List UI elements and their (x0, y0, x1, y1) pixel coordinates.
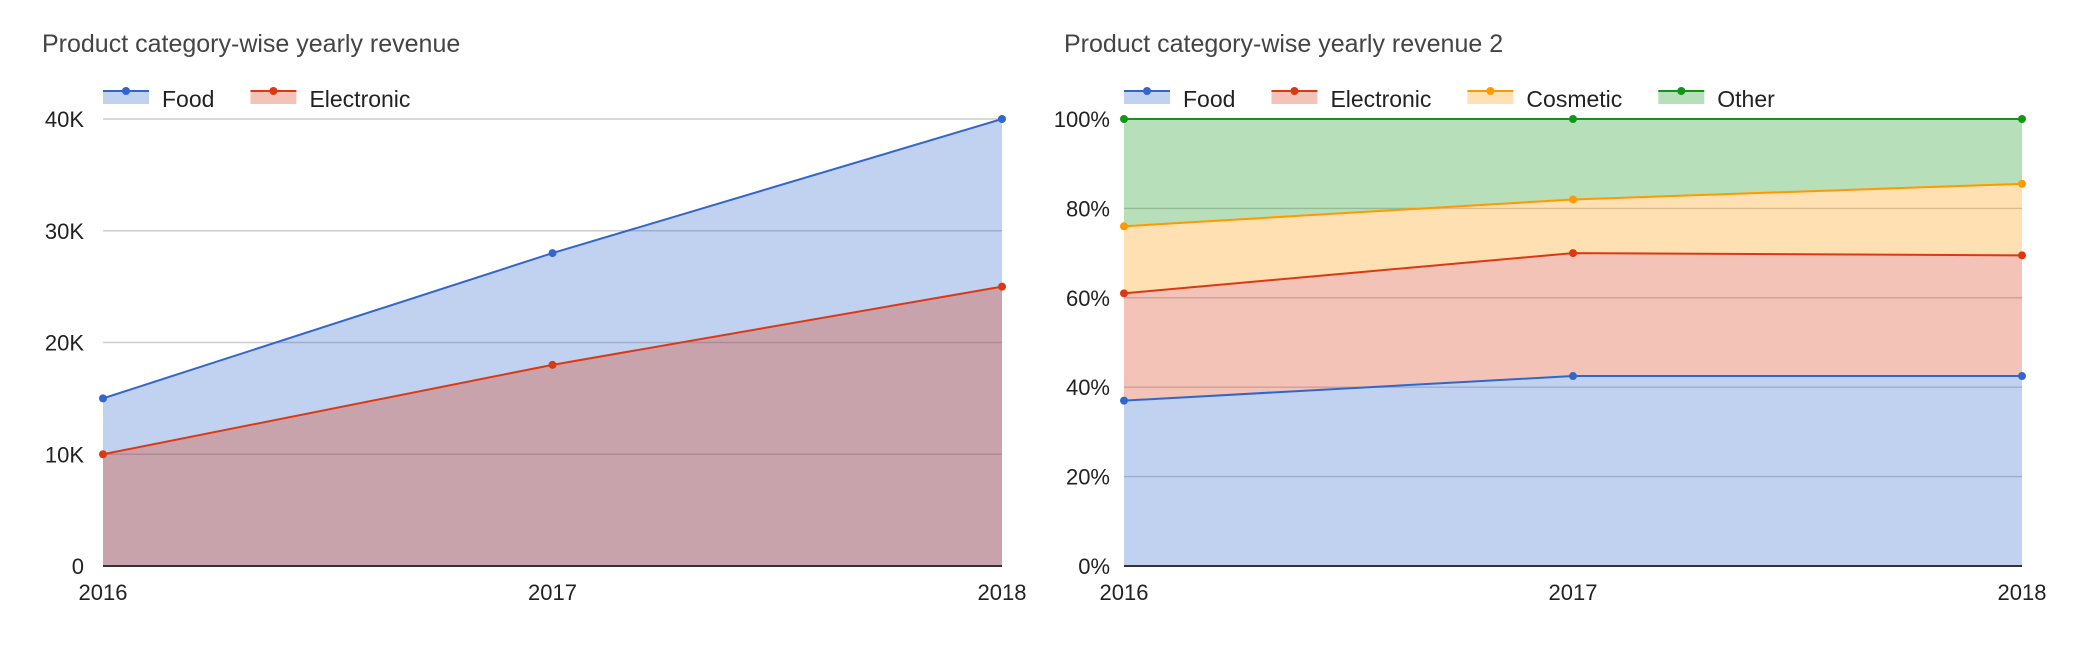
y-tick-label: 40% (1066, 375, 1110, 400)
legend-marker (122, 87, 130, 95)
y-tick-label: 100% (1054, 107, 1110, 132)
y-tick-label: 20K (45, 331, 84, 356)
y-tick-label: 20% (1066, 465, 1110, 490)
data-point-other[interactable] (2018, 115, 2026, 123)
data-point-electronic[interactable] (1120, 289, 1128, 298)
legend-item-electronic[interactable]: Electronic (1271, 86, 1431, 112)
data-point-electronic[interactable] (548, 360, 557, 369)
x-tick-label: 2016 (1100, 580, 1149, 605)
x-axis-ticks: 2016 2017 2018 (79, 580, 1027, 605)
x-tick-label: 2018 (1998, 580, 2047, 605)
legend-label: Cosmetic (1526, 86, 1622, 112)
data-point-cosmetic[interactable] (1120, 222, 1128, 231)
legend-item-electronic[interactable]: Electronic (250, 86, 410, 112)
legend-label: Food (162, 86, 214, 112)
legend-marker (1290, 87, 1299, 95)
y-axis-ticks: 0% 20% 40% 60% 80% 100% (1054, 107, 1110, 579)
legend-label: Other (1717, 86, 1775, 112)
legend-item-food[interactable]: Food (103, 86, 214, 112)
legend-label: Electronic (1330, 86, 1431, 112)
legend-marker (1143, 87, 1151, 95)
y-tick-label: 0% (1078, 554, 1110, 579)
data-point-electronic[interactable] (998, 282, 1006, 291)
x-tick-label: 2018 (978, 580, 1027, 605)
area-other (1124, 119, 2022, 227)
area-food (103, 119, 1002, 566)
legend-marker (1677, 87, 1686, 95)
area-electronic (103, 286, 1002, 566)
legend-marker (269, 87, 278, 95)
legend-item-other[interactable]: Other (1658, 86, 1775, 112)
y-tick-label: 80% (1066, 196, 1110, 221)
x-tick-label: 2017 (1549, 580, 1598, 605)
area-food (1124, 376, 2022, 566)
x-tick-label: 2016 (79, 580, 128, 605)
legend-swatch (250, 91, 297, 104)
data-point-food[interactable] (99, 394, 107, 403)
y-axis-ticks: 0 10K 20K 30K 40K (45, 107, 84, 579)
chart-title: Product category-wise yearly revenue 2 (1064, 30, 1503, 58)
data-point-cosmetic[interactable] (1569, 195, 1577, 204)
chart-yearly-revenue: Product category-wise yearly revenue Foo… (42, 30, 1026, 605)
legend-swatch (1467, 91, 1514, 104)
data-point-electronic[interactable] (1569, 249, 1577, 258)
y-tick-label: 40K (45, 107, 84, 132)
chart-legend[interactable]: Food Electronic Cosmetic Other (1124, 86, 1775, 112)
data-point-food[interactable] (548, 249, 557, 258)
legend-item-food[interactable]: Food (1124, 86, 1235, 112)
legend-swatch (1271, 91, 1318, 104)
x-tick-label: 2017 (528, 580, 577, 605)
x-axis-ticks: 2016 2017 2018 (1100, 580, 2047, 605)
chart-areas (103, 119, 1002, 567)
data-point-other[interactable] (1569, 115, 1577, 123)
chart-data-points[interactable] (99, 115, 1006, 459)
data-point-food[interactable] (998, 115, 1006, 123)
chart-title: Product category-wise yearly revenue (42, 30, 460, 58)
y-tick-label: 0 (72, 554, 84, 579)
legend-label: Food (1183, 86, 1235, 112)
area-electronic (1124, 253, 2022, 401)
chart-areas (1124, 119, 2022, 567)
y-tick-label: 30K (45, 219, 84, 244)
data-point-electronic[interactable] (2018, 251, 2026, 260)
data-point-other[interactable] (1120, 115, 1128, 123)
legend-swatch (1124, 91, 1170, 104)
legend-marker (1486, 87, 1495, 95)
data-point-food[interactable] (1569, 372, 1577, 381)
chart-legend[interactable]: Food Electronic (103, 86, 410, 112)
chart-gridlines (103, 118, 1002, 455)
area-cosmetic (1124, 183, 2022, 294)
data-point-electronic[interactable] (99, 450, 107, 459)
data-point-cosmetic[interactable] (2018, 179, 2026, 188)
y-tick-label: 10K (45, 442, 84, 467)
chart-yearly-revenue-2: Product category-wise yearly revenue 2 F… (1054, 30, 2047, 605)
legend-swatch (103, 91, 149, 104)
legend-label: Electronic (309, 86, 410, 112)
chart-data-points[interactable] (1120, 115, 2026, 405)
y-tick-label: 60% (1066, 286, 1110, 311)
data-point-food[interactable] (1120, 396, 1128, 405)
data-point-food[interactable] (2018, 372, 2026, 381)
legend-item-cosmetic[interactable]: Cosmetic (1467, 86, 1622, 112)
legend-swatch (1658, 91, 1705, 104)
